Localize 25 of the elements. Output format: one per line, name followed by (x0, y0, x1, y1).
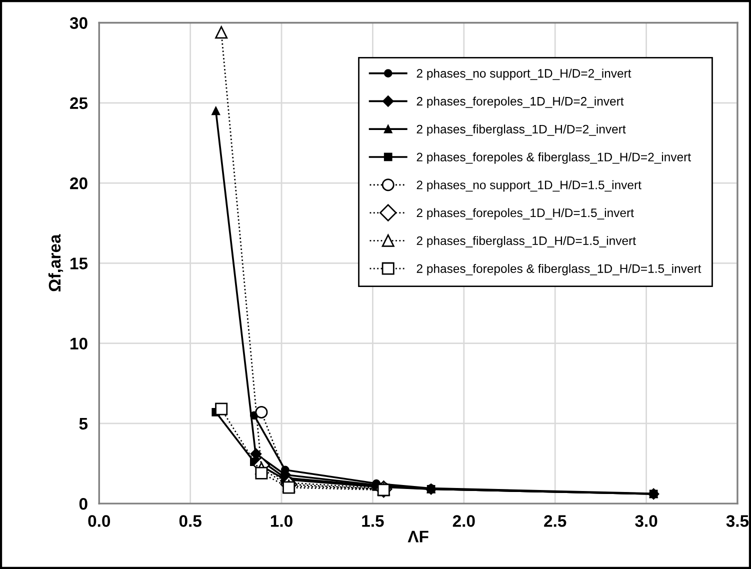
legend-label: 2 phases_forepoles_1D_H/D=1.5_invert (416, 208, 634, 220)
x-tick-label: 3.5 (726, 515, 749, 527)
y-tick-label: 5 (79, 418, 88, 430)
x-axis-title: ΛF (408, 530, 428, 542)
y-tick-label: 0 (79, 498, 88, 510)
y-tick-label: 25 (70, 97, 88, 110)
x-tick-label: 1.5 (362, 515, 384, 527)
x-tick-label: 1.0 (270, 515, 292, 527)
legend-label: 2 phases_fiberglass_1D_H/D=2_invert (416, 124, 626, 136)
x-tick-label: 0.5 (179, 515, 202, 527)
y-tick-label: 30 (70, 17, 88, 29)
legend-label: 2 phases_no support_1D_H/D=1.5_invert (416, 180, 642, 192)
legend-label: 2 phases_fiberglass_1D_H/D=1.5_invert (416, 236, 636, 248)
legend-label: 2 phases_no support_1D_H/D=2_invert (416, 68, 632, 80)
x-tick-label: 3.0 (635, 515, 658, 527)
y-tick-label: 10 (70, 338, 88, 350)
x-tick-label: 2.5 (544, 515, 566, 527)
y-axis-title: Ωf,area (48, 234, 64, 292)
x-tick-label: 0.0 (88, 515, 110, 527)
legend-label: 2 phases_forepoles_1D_H/D=2_invert (416, 96, 624, 108)
x-tick-label: 2.0 (452, 515, 475, 527)
y-tick-label: 15 (70, 258, 88, 270)
legend-label: 2 phases_forepoles & fiberglass_1D_H/D=1.5_invert (416, 264, 702, 276)
y-tick-label: 20 (70, 177, 88, 190)
legend-label: 2 phases_forepoles & fiberglass_1D_H/D=2_invert (416, 152, 691, 164)
